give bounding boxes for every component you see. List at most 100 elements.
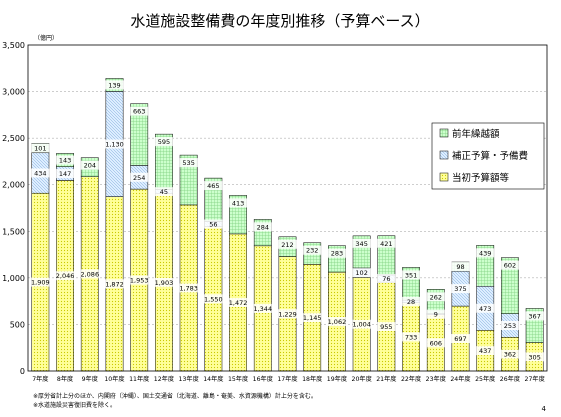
data-label-bg <box>105 139 124 149</box>
data-label-bg <box>105 80 124 90</box>
data-label-carryover: 98 <box>456 263 464 271</box>
data-label-carryover: 421 <box>380 240 392 248</box>
data-label-bg <box>105 279 124 289</box>
y-tick-label: 3,000 <box>2 88 25 97</box>
data-label-initial: 362 <box>504 351 516 359</box>
plot-area-border <box>27 44 548 372</box>
data-label-bg <box>426 292 445 302</box>
x-tick-label: 17年度 <box>277 375 297 383</box>
data-label-carryover: 143 <box>59 157 71 165</box>
data-label-bg <box>402 270 421 280</box>
data-label-bg <box>426 309 445 319</box>
data-label-bg <box>500 260 519 270</box>
data-label-supplementary: 473 <box>479 305 491 313</box>
data-label-bg <box>426 338 445 348</box>
data-label-bg <box>204 219 223 229</box>
data-label-bg <box>154 277 173 287</box>
data-label-bg <box>31 143 50 153</box>
data-label-carryover: 663 <box>133 108 145 116</box>
data-label-bg <box>204 181 223 191</box>
data-label-initial: 1,550 <box>204 295 223 303</box>
data-label-bg <box>278 309 297 319</box>
data-label-supplementary: 253 <box>504 322 516 330</box>
data-label-bg <box>154 137 173 147</box>
data-label-bg <box>130 172 149 182</box>
data-label-bg <box>204 294 223 304</box>
data-label-supplementary: 375 <box>454 285 466 293</box>
x-axis-ticks: 7年度 8年度 9年度 10年度 11年度 12年度 13年度 14年度 15年度 16年度 17年… <box>32 375 545 383</box>
data-label-initial: 2,086 <box>80 270 99 278</box>
data-label-carryover: 413 <box>232 199 244 207</box>
y-tick-label: 2,500 <box>2 134 25 143</box>
legend: 前年繰越額 補正予算・予備費 当初予算額等 <box>431 122 545 190</box>
data-label-bg <box>130 275 149 285</box>
data-label-supplementary: 434 <box>34 169 46 177</box>
data-label-carryover: 284 <box>257 223 269 231</box>
data-label-bg <box>377 238 396 248</box>
x-tick-label: 14年度 <box>203 375 223 383</box>
data-label-initial: 1,344 <box>253 305 272 313</box>
data-label-carryover: 212 <box>281 241 293 249</box>
data-label-bg <box>377 322 396 332</box>
data-label-supplementary: 147 <box>59 170 71 178</box>
data-label-bg <box>352 268 371 278</box>
y-tick-label: 1,000 <box>2 274 25 283</box>
legend-label-carryover: 前年繰越額 <box>452 128 500 140</box>
data-label-bg <box>451 262 470 272</box>
data-label-bg <box>31 277 50 287</box>
y-tick-label: 3,500 <box>2 41 25 50</box>
data-label-carryover: 283 <box>331 250 343 258</box>
data-label-initial: 733 <box>405 333 417 341</box>
legend-swatch-supplementary <box>439 150 449 160</box>
data-label-bg <box>327 317 346 327</box>
data-label-carryover: 101 <box>34 145 46 153</box>
data-label-initial: 955 <box>380 323 392 331</box>
data-label-carryover: 602 <box>504 262 516 270</box>
x-tick-label: 13年度 <box>179 375 199 383</box>
y-tick-label: 2,000 <box>2 181 25 190</box>
data-label-bg <box>303 245 322 255</box>
data-label-initial: 1,062 <box>328 318 347 326</box>
data-label-carryover: 139 <box>108 81 120 89</box>
y-tick-label: 0 <box>20 367 25 376</box>
data-label-bg <box>278 239 297 249</box>
data-label-carryover: 345 <box>355 240 367 248</box>
legend-swatch-initial <box>439 172 449 182</box>
data-label-supplementary: 56 <box>209 221 217 229</box>
data-label-initial: 305 <box>528 353 540 361</box>
data-label-bg <box>253 222 272 232</box>
data-label-bg <box>500 349 519 359</box>
x-tick-label: 12年度 <box>154 375 174 383</box>
data-label-bg <box>179 158 198 168</box>
x-tick-label: 20年度 <box>352 375 372 383</box>
data-label-bg <box>352 319 371 329</box>
page-number: 4 <box>542 405 547 413</box>
legend-swatch-carryover <box>439 128 449 138</box>
data-label-bg <box>154 187 173 197</box>
x-tick-label: 23年度 <box>426 375 446 383</box>
x-tick-label: 25年度 <box>475 375 495 383</box>
bars <box>31 78 544 372</box>
legend-label-supplementary: 補正予算・予備費 <box>452 150 528 162</box>
x-tick-label: 11年度 <box>129 375 149 383</box>
data-label-initial: 2,046 <box>56 272 75 280</box>
chart-title: 水道施設整備費の年度別推移（予算ベース） <box>130 12 429 30</box>
footnote-2: ※水道施設災害復旧費を除く。 <box>33 401 116 409</box>
data-label-carryover: 262 <box>430 293 442 301</box>
data-label-supplementary: 45 <box>160 188 168 196</box>
data-label-bg <box>80 160 99 170</box>
data-label-carryover: 204 <box>84 162 96 170</box>
data-label-bg <box>352 238 371 248</box>
data-label-carryover: 351 <box>405 271 417 279</box>
data-label-initial: 606 <box>430 339 442 347</box>
data-label-bg <box>500 320 519 330</box>
data-label-carryover: 465 <box>207 182 219 190</box>
x-tick-label: 27年度 <box>525 375 545 383</box>
data-labels: 1,909 434 101 2,046 147 143 2,086 204 1,872 1,130… <box>31 80 544 362</box>
data-label-bg <box>179 283 198 293</box>
data-label-bg <box>402 296 421 306</box>
x-tick-label: 16年度 <box>253 375 273 383</box>
y-tick-label: 500 <box>10 320 25 329</box>
data-label-initial: 437 <box>479 347 491 355</box>
data-label-carryover: 367 <box>528 312 540 320</box>
